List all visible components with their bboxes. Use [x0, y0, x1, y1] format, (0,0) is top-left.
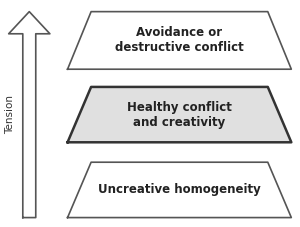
Text: Uncreative homogeneity: Uncreative homogeneity [98, 183, 261, 196]
Polygon shape [68, 87, 291, 142]
Text: Healthy conflict
and creativity: Healthy conflict and creativity [127, 101, 232, 129]
Text: Avoidance or
destructive conflict: Avoidance or destructive conflict [115, 26, 244, 54]
Text: Tension: Tension [5, 95, 15, 134]
Polygon shape [9, 12, 50, 217]
Polygon shape [68, 12, 291, 69]
Polygon shape [68, 162, 291, 217]
